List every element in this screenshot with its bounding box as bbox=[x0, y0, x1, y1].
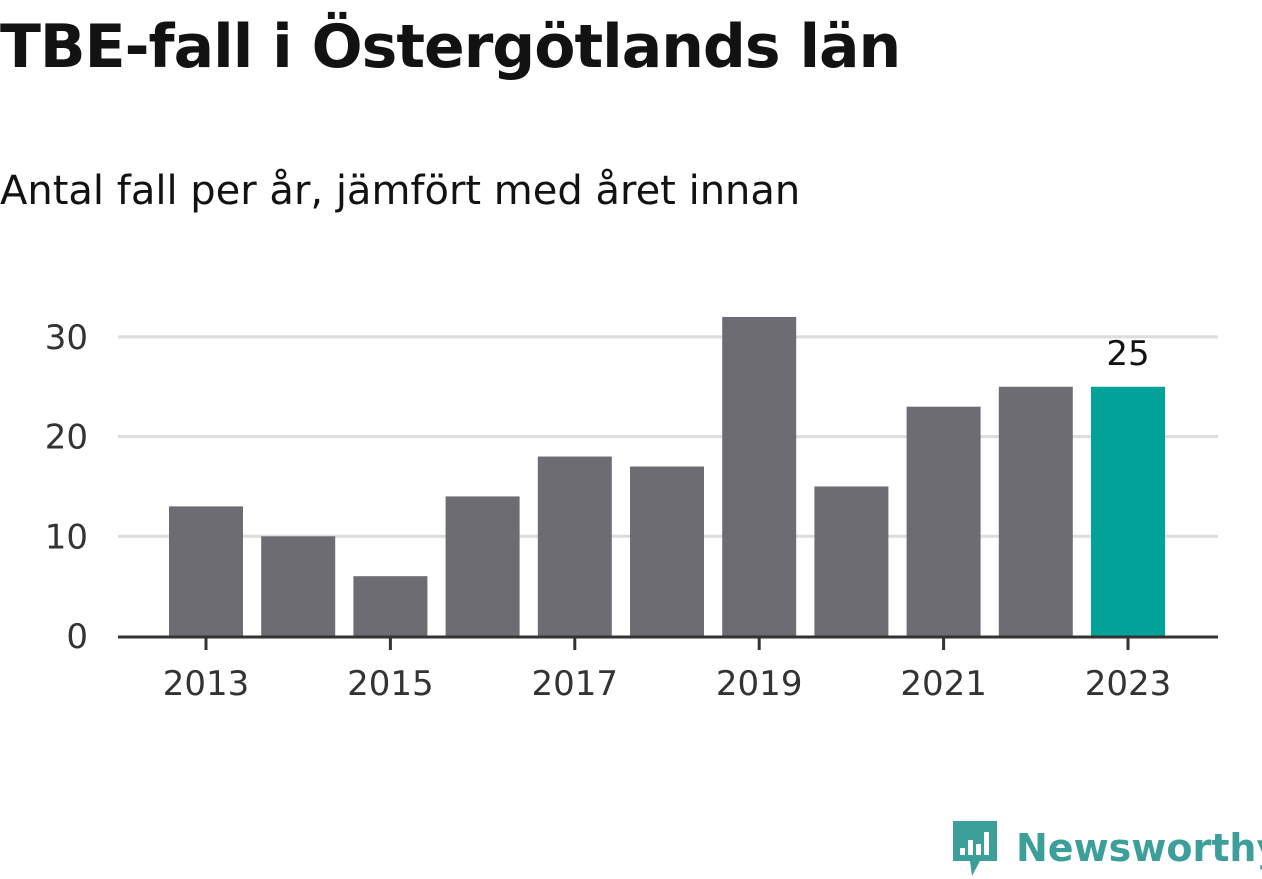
y-axis-ticks: 0 10 20 30 bbox=[45, 318, 88, 657]
data-labels: 25 bbox=[1106, 334, 1149, 374]
brand-logo: Newsworthy bbox=[950, 818, 1262, 878]
bar-2021 bbox=[906, 406, 981, 636]
bar-2014 bbox=[261, 536, 336, 636]
chart-title: TBE-fall i Östergötlands län bbox=[0, 12, 901, 82]
bar-2016 bbox=[445, 496, 520, 636]
y-tick-label: 10 bbox=[45, 517, 88, 557]
x-tick-label: 2019 bbox=[716, 664, 803, 704]
brand-name: Newsworthy bbox=[1016, 826, 1262, 870]
y-tick-label: 30 bbox=[45, 318, 88, 358]
x-tick-label: 2015 bbox=[347, 664, 434, 704]
x-axis: 2013 2015 2017 2019 2021 2023 bbox=[118, 635, 1218, 704]
x-tick-label: 2023 bbox=[1085, 664, 1172, 704]
x-tick-label: 2021 bbox=[900, 664, 987, 704]
y-tick-label: 0 bbox=[66, 617, 88, 657]
x-tick-label: 2013 bbox=[163, 664, 250, 704]
bar-2013 bbox=[169, 506, 243, 636]
y-tick-label: 20 bbox=[45, 418, 88, 458]
bar-2023 bbox=[1091, 386, 1165, 636]
x-tick-label: 2017 bbox=[532, 664, 619, 704]
bar-2018 bbox=[630, 466, 704, 636]
bar-2022 bbox=[998, 386, 1073, 636]
bar-2019 bbox=[722, 316, 797, 636]
bar-2020 bbox=[814, 486, 889, 636]
newsworthy-logo-icon bbox=[953, 821, 997, 876]
chart-subtitle: Antal fall per år, jämfört med året inna… bbox=[0, 168, 801, 214]
bar-2015 bbox=[353, 576, 428, 636]
data-label: 25 bbox=[1106, 334, 1149, 374]
bar-2017 bbox=[537, 456, 612, 636]
bars bbox=[169, 316, 1165, 636]
